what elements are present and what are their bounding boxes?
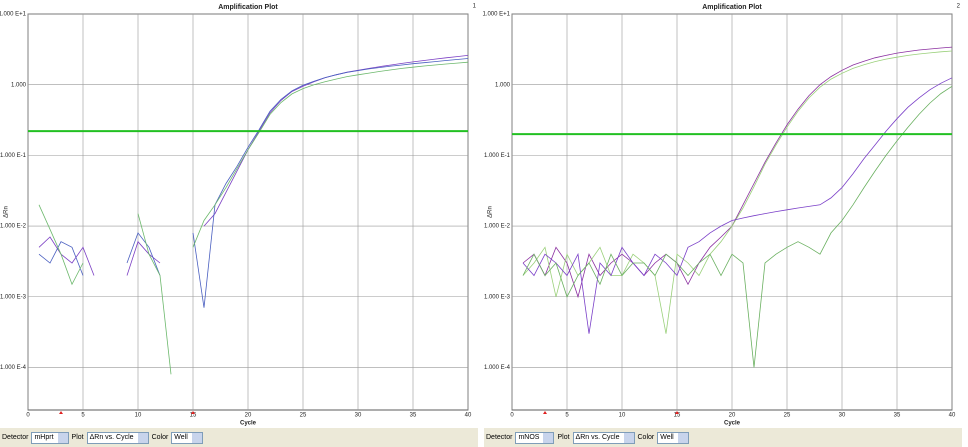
plot-select[interactable]: ΔRn vs. Cycle xyxy=(572,431,635,444)
detector-select[interactable]: mNOS xyxy=(515,431,555,444)
x-tick-label: 0 xyxy=(26,413,30,419)
baseline-marker xyxy=(543,411,547,414)
x-tick-label: 20 xyxy=(245,413,252,419)
amplification-curve xyxy=(38,58,469,308)
x-tick-label: 30 xyxy=(839,413,846,419)
x-tick-label: 5 xyxy=(81,413,85,419)
baseline-marker xyxy=(191,411,195,414)
x-tick-label: 15 xyxy=(190,413,197,419)
chart-title: Amplification Plot xyxy=(218,4,278,11)
x-tick-label: 20 xyxy=(729,413,736,419)
y-tick-label: 1.000 xyxy=(11,82,27,88)
panel-number: 2 xyxy=(957,4,961,10)
x-axis-label: Cycle xyxy=(724,421,741,427)
detector-select[interactable]: mHprt xyxy=(31,431,69,444)
label: Detector xyxy=(2,434,29,441)
color-select[interactable]: Well xyxy=(657,431,689,444)
y-tick-label: 1.000 E-4 xyxy=(484,365,511,371)
baseline-marker xyxy=(59,411,63,414)
x-tick-label: 30 xyxy=(355,413,362,419)
amplification-curve xyxy=(38,61,469,375)
baseline-marker xyxy=(675,411,679,414)
y-tick-label: 1.000 E-3 xyxy=(484,294,511,300)
amplification-curve xyxy=(522,85,953,368)
x-tick-label: 35 xyxy=(410,413,417,419)
x-tick-label: 10 xyxy=(619,413,626,419)
y-tick-label: 1.000 E-4 xyxy=(0,365,27,371)
amplification-curve xyxy=(522,46,953,299)
chart-title: Amplification Plot xyxy=(702,4,762,11)
y-tick-label: 1.000 E-3 xyxy=(0,294,27,300)
label: Detector xyxy=(486,434,513,441)
x-tick-label: 15 xyxy=(674,413,681,419)
x-tick-label: 40 xyxy=(465,413,472,419)
label: Color xyxy=(637,434,655,441)
toolbar: Detector mNOS Plot ΔRn vs. Cycle Color Well xyxy=(484,428,962,447)
y-axis-label: ΔRn xyxy=(4,206,10,218)
color-select[interactable]: Well xyxy=(171,431,203,444)
x-tick-label: 0 xyxy=(510,413,514,419)
plot-select[interactable]: ΔRn vs. Cycle xyxy=(86,431,149,444)
y-tick-label: 1.000 E-2 xyxy=(0,224,27,230)
amplification-curve xyxy=(522,50,953,334)
y-tick-label: 1.000 E-2 xyxy=(484,224,511,230)
label: Color xyxy=(151,434,169,441)
y-tick-label: 1.000 E+1 xyxy=(482,12,510,18)
x-tick-label: 5 xyxy=(565,413,569,419)
x-tick-label: 25 xyxy=(784,413,791,419)
x-tick-label: 25 xyxy=(300,413,307,419)
chart: Amplification Plot 1 Cycle ΔRn 1.000 E-4 1.00… xyxy=(0,4,961,427)
x-tick-label: 10 xyxy=(135,413,142,419)
amplification-curve xyxy=(522,77,953,334)
label: Plot xyxy=(557,434,570,441)
y-axis-label: ΔRn xyxy=(488,206,494,218)
x-tick-label: 35 xyxy=(894,413,901,419)
y-tick-label: 1.000 E-1 xyxy=(484,153,511,159)
panel-number: 1 xyxy=(473,4,477,10)
x-axis-label: Cycle xyxy=(240,421,257,427)
label: Plot xyxy=(71,434,84,441)
toolbar: Detector mHprt Plot ΔRn vs. Cycle Color Wel… xyxy=(0,428,478,447)
y-tick-label: 1.000 E-1 xyxy=(0,153,27,159)
x-tick-label: 40 xyxy=(949,413,956,419)
y-tick-label: 1.000 xyxy=(495,82,511,88)
y-tick-label: 1.000 E+1 xyxy=(0,12,27,18)
